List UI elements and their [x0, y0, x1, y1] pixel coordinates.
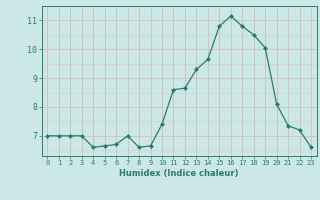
X-axis label: Humidex (Indice chaleur): Humidex (Indice chaleur) [119, 169, 239, 178]
